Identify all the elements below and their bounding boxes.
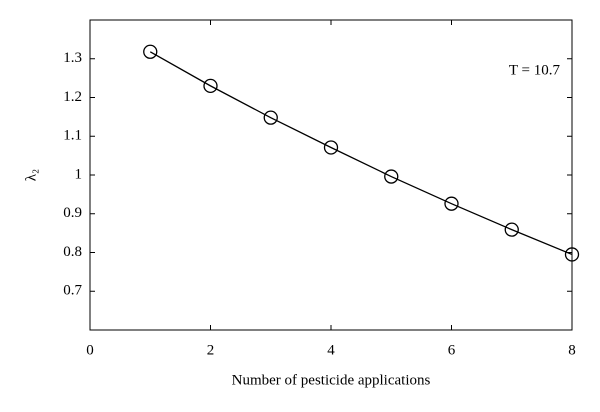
x-tick-label: 0 [86,342,94,358]
data-point [504,222,519,237]
x-tick-label: 2 [207,342,215,358]
y-tick-label: 1.2 [63,89,82,105]
y-tick-label: 1 [75,166,83,182]
series-line [149,51,573,256]
data-point [564,247,580,262]
data-point [203,78,218,94]
y-tick-label: 1.3 [63,50,82,66]
y-tick-label: 1.1 [63,128,82,144]
x-tick-label: 4 [327,342,335,358]
data-point [323,140,339,155]
x-tick-label: 8 [568,342,576,358]
data-point [143,44,158,59]
y-tick-label: 0.7 [63,283,82,299]
y-axis-label: λ₂ [23,169,39,182]
data-point [384,169,399,184]
y-tick-label: 0.8 [63,244,82,260]
annotation: T = 10.7 [509,62,561,78]
plot-frame [89,19,573,331]
x-axis-label: Number of pesticide applications [232,372,431,388]
y-tick-label: 0.9 [63,205,82,221]
data-point [444,196,459,211]
data-point [263,110,278,125]
x-tick-label: 6 [448,342,456,358]
